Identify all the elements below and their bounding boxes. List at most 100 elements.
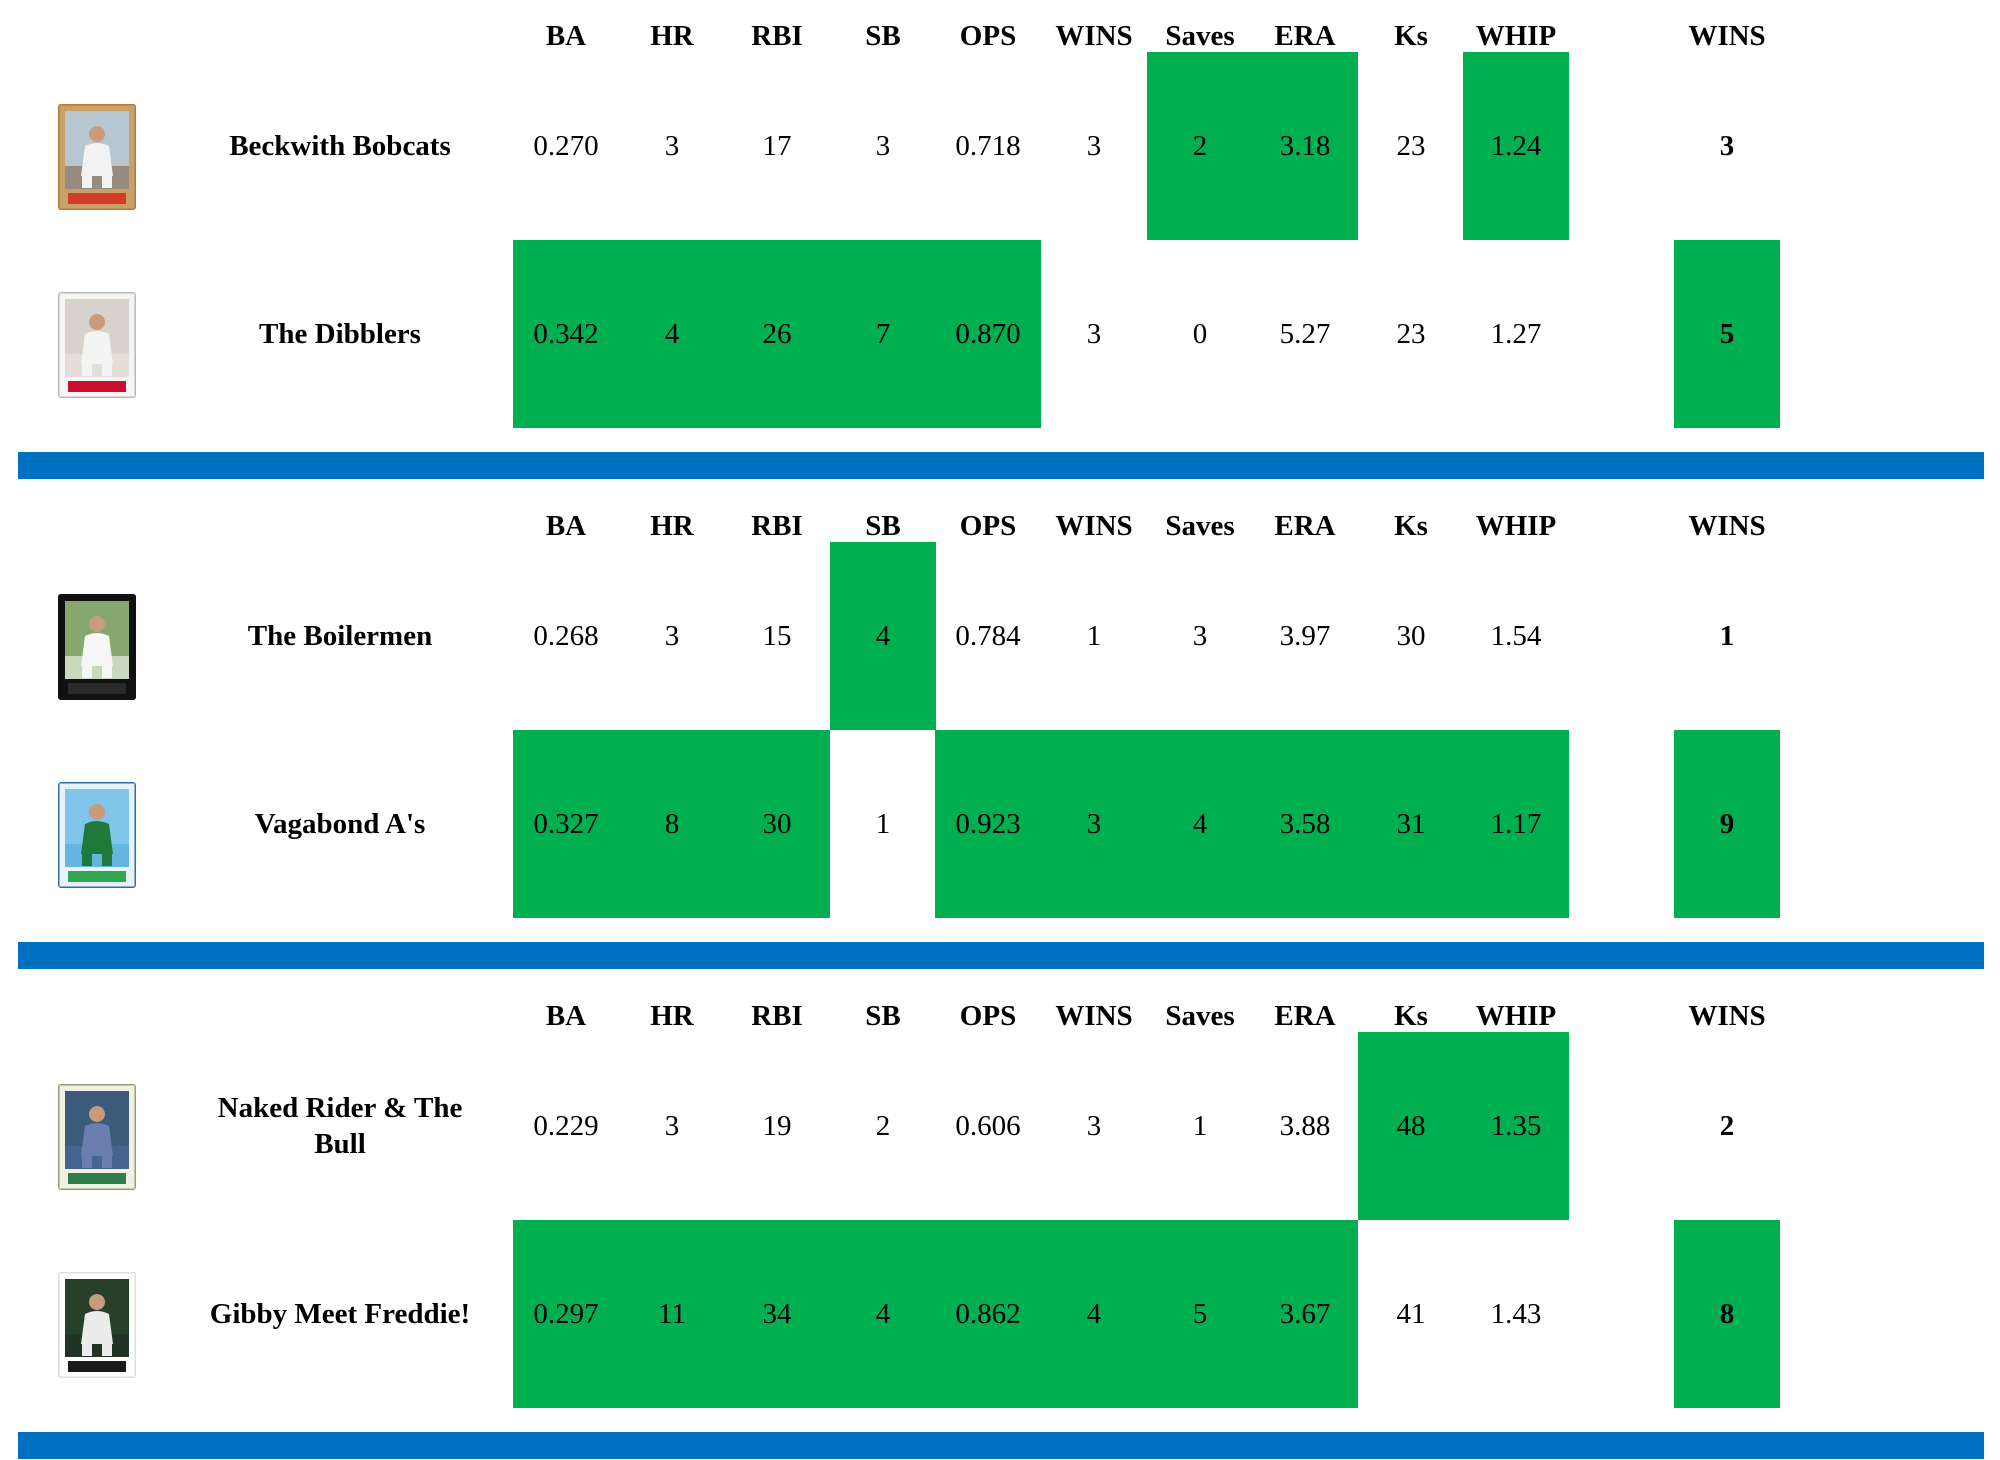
- stat-rbi-cell: 26: [724, 240, 830, 428]
- team-name[interactable]: Gibby Meet Freddie!: [209, 1298, 471, 1330]
- matchup-1: BA HR RBI SB OPS WINS Saves ERA Ks WHIP WINS Beckwi…: [0, 0, 2000, 480]
- stat-era-cell: 5.27: [1279, 317, 1331, 350]
- outfielder-baseball-card-icon: [58, 782, 136, 888]
- column-header-wins: WINS: [1055, 19, 1133, 52]
- matchup-divider: [18, 1432, 1984, 1459]
- team-row: Vagabond A's 0.327 8 30 1 0.923 3 4 3.58 31 1.17 9: [0, 730, 2000, 918]
- column-header-whip: WHIP: [1475, 19, 1557, 52]
- team-name[interactable]: The Dibblers: [259, 318, 421, 350]
- column-header-sb: SB: [865, 509, 901, 542]
- matchup-2: BA HR RBI SB OPS WINS Saves ERA Ks WHIP WINS The Bo…: [0, 490, 2000, 970]
- stat-ks-cell: 31: [1358, 730, 1464, 918]
- column-header-sb: SB: [865, 999, 901, 1032]
- team-row: The Dibblers 0.342 4 26 7 0.870 3 0 5.27 23 1.27 5: [0, 240, 2000, 428]
- column-header-whip: WHIP: [1475, 999, 1557, 1032]
- slugger-baseball-card-icon: [58, 1272, 136, 1378]
- stat-whip-cell: 1.17: [1463, 730, 1569, 918]
- column-header-era: ERA: [1274, 19, 1336, 52]
- team-name[interactable]: Naked Rider & The Bull: [217, 1092, 463, 1160]
- column-header-era: ERA: [1274, 999, 1336, 1032]
- stat-era-cell: 3.67: [1252, 1220, 1358, 1408]
- stat-sb-cell: 2: [875, 1109, 891, 1142]
- stat-whip-cell: 1.54: [1490, 619, 1542, 652]
- stat-ops-cell: 0.870: [935, 240, 1041, 428]
- stat-ba-cell: 0.297: [513, 1220, 619, 1408]
- stat-saves-cell: 2: [1147, 52, 1253, 240]
- matchup-divider: [18, 452, 1984, 479]
- stat-rbi-cell: 19: [762, 1109, 792, 1142]
- column-header-ba: BA: [545, 509, 587, 542]
- column-header-ks: Ks: [1394, 509, 1428, 542]
- column-header-rbi: RBI: [751, 509, 803, 542]
- stat-rbi-cell: 17: [762, 129, 792, 162]
- column-header-ks: Ks: [1394, 999, 1428, 1032]
- matchup-3: BA HR RBI SB OPS WINS Saves ERA Ks WHIP WINS Naked …: [0, 980, 2000, 1460]
- stat-hr-cell: 3: [664, 129, 680, 162]
- hitter-baseball-card-icon: [58, 1084, 136, 1190]
- stat-ks-cell: 30: [1396, 619, 1426, 652]
- stat-ops-cell: 0.862: [935, 1220, 1041, 1408]
- team-name[interactable]: Beckwith Bobcats: [229, 130, 451, 162]
- stat-whip-cell: 1.43: [1490, 1297, 1542, 1330]
- stat-sb-cell: 4: [830, 1220, 936, 1408]
- stat-era-cell: 3.58: [1252, 730, 1358, 918]
- stat-ba-cell: 0.270: [533, 129, 599, 162]
- column-header-wins: WINS: [1055, 509, 1133, 542]
- column-header-wins: WINS: [1055, 999, 1133, 1032]
- stat-rbi-cell: 34: [724, 1220, 830, 1408]
- stat-saves-cell: 3: [1192, 619, 1208, 652]
- stat-hr-cell: 3: [664, 1109, 680, 1142]
- stat-whip-cell: 1.27: [1490, 317, 1542, 350]
- stat-ba-cell: 0.342: [513, 240, 619, 428]
- team-row: Beckwith Bobcats 0.270 3 17 3 0.718 3 2 3.18 23 1.…: [0, 52, 2000, 240]
- stat-rbi-cell: 15: [762, 619, 792, 652]
- team-row: The Boilermen 0.268 3 15 4 0.784 1 3 3.97 30 1.54 1: [0, 542, 2000, 730]
- stat-saves-cell: 1: [1192, 1109, 1208, 1142]
- stat-ba-cell: 0.268: [533, 619, 599, 652]
- stat-sb-cell: 1: [875, 807, 891, 840]
- stat-hr-cell: 11: [619, 1220, 725, 1408]
- column-header-saves: Saves: [1165, 999, 1235, 1032]
- stat-ops-cell: 0.923: [935, 730, 1041, 918]
- stat-wins-cell: 3: [1086, 317, 1102, 350]
- team-name[interactable]: The Boilermen: [247, 620, 433, 652]
- stat-sb-cell: 3: [875, 129, 891, 162]
- column-header-ba: BA: [545, 19, 587, 52]
- column-header-hr: HR: [650, 509, 694, 542]
- column-header-total-wins: WINS: [1688, 509, 1766, 542]
- batter-baseball-card-icon: [58, 292, 136, 398]
- stat-ba-cell: 0.229: [533, 1109, 599, 1142]
- column-header-sb: SB: [865, 19, 901, 52]
- column-header-saves: Saves: [1165, 19, 1235, 52]
- column-header-total-wins: WINS: [1688, 999, 1766, 1032]
- stat-wins-cell: 3: [1041, 730, 1147, 918]
- total-wins-cell: 9: [1674, 730, 1780, 918]
- total-wins-cell: 1: [1719, 619, 1735, 652]
- column-header-ops: OPS: [959, 509, 1017, 542]
- column-header-total-wins: WINS: [1688, 19, 1766, 52]
- stat-ops-cell: 0.718: [955, 129, 1021, 162]
- stat-saves-cell: 5: [1147, 1220, 1253, 1408]
- stat-ba-cell: 0.327: [513, 730, 619, 918]
- stat-whip-cell: 1.24: [1463, 52, 1569, 240]
- stat-ks-cell: 23: [1396, 317, 1426, 350]
- stat-wins-cell: 1: [1086, 619, 1102, 652]
- stat-whip-cell: 1.35: [1463, 1032, 1569, 1220]
- matchup-divider: [18, 942, 1984, 969]
- team-row: Gibby Meet Freddie! 0.297 11 34 4 0.862 4 5 3.67…: [0, 1220, 2000, 1408]
- column-header-ks: Ks: [1394, 19, 1428, 52]
- total-wins-cell: 8: [1674, 1220, 1780, 1408]
- stat-saves-cell: 4: [1147, 730, 1253, 918]
- column-header-saves: Saves: [1165, 509, 1235, 542]
- stat-ops-cell: 0.784: [955, 619, 1021, 652]
- player-baseball-card-icon: [58, 594, 136, 700]
- team-name[interactable]: Vagabond A's: [254, 808, 426, 840]
- stat-hr-cell: 8: [619, 730, 725, 918]
- column-header-whip: WHIP: [1475, 509, 1557, 542]
- stat-wins-cell: 3: [1086, 1109, 1102, 1142]
- stat-wins-cell: 3: [1086, 129, 1102, 162]
- stat-ks-cell: 41: [1396, 1297, 1426, 1330]
- stat-sb-cell: 4: [830, 542, 936, 730]
- stat-ks-cell: 48: [1358, 1032, 1464, 1220]
